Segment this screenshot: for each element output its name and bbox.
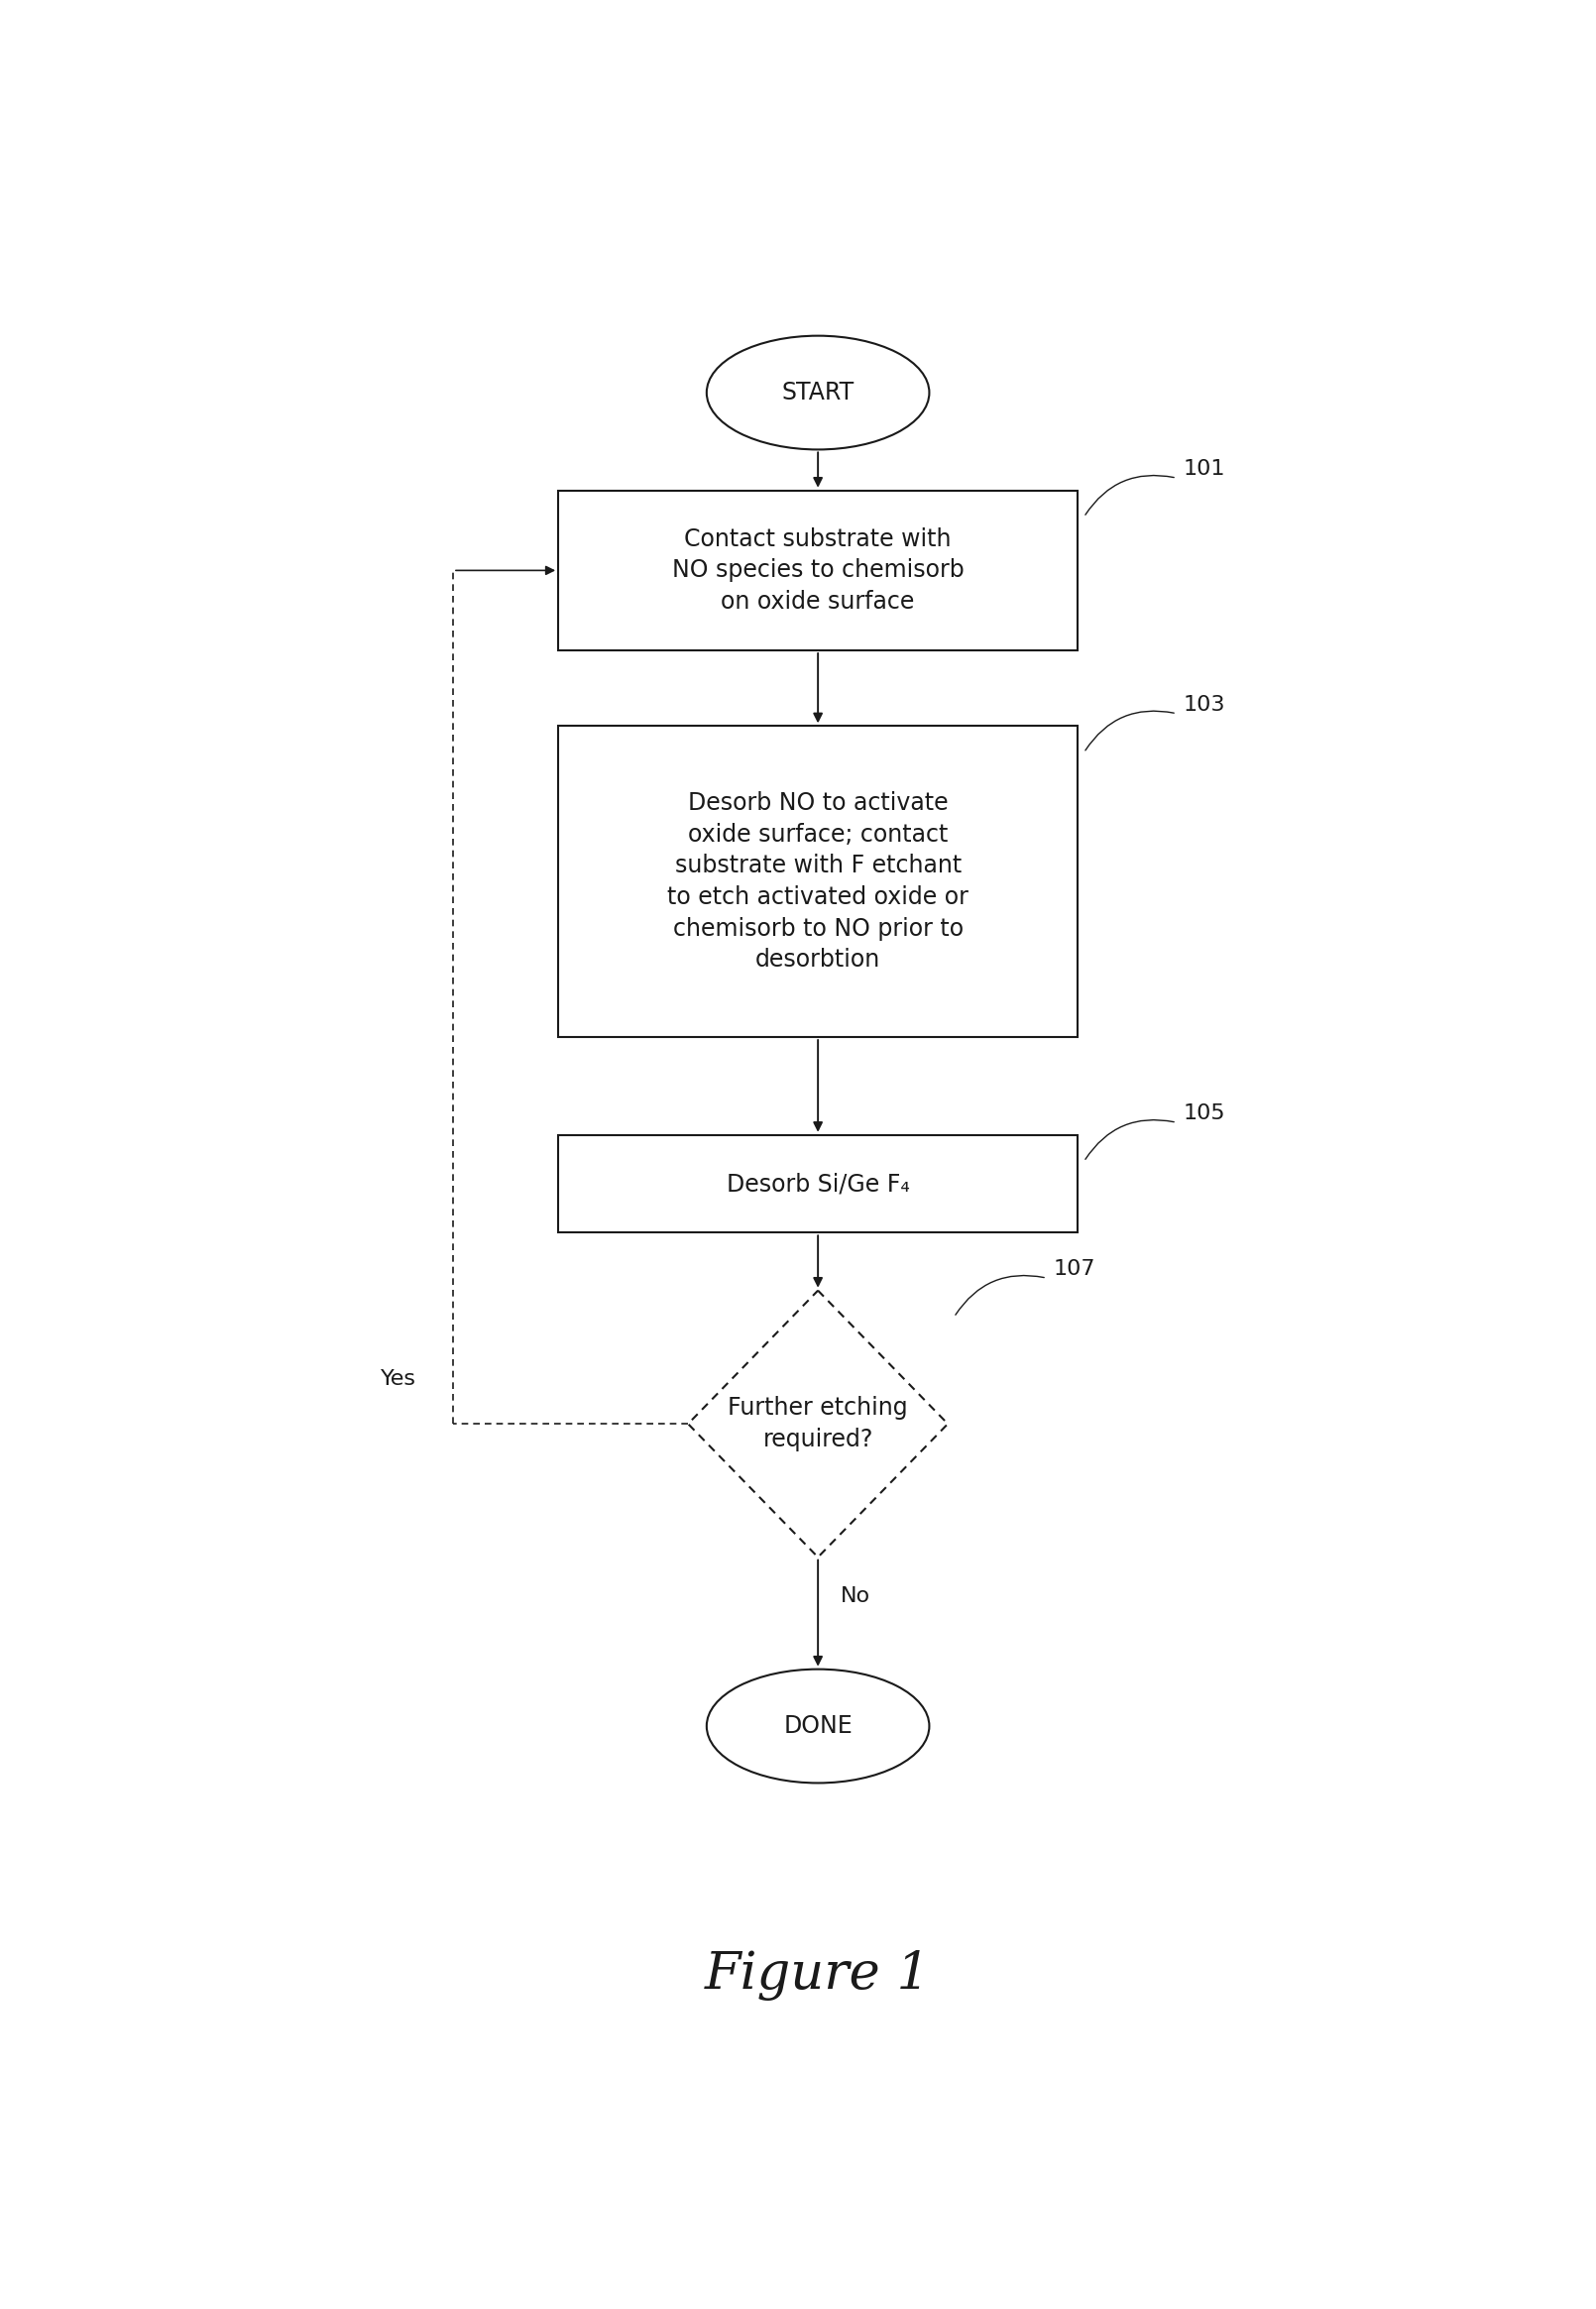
FancyBboxPatch shape bbox=[559, 1136, 1077, 1233]
Text: Further etching
required?: Further etching required? bbox=[728, 1397, 908, 1452]
Polygon shape bbox=[688, 1291, 948, 1556]
Text: 101: 101 bbox=[1183, 459, 1226, 478]
Text: Desorb NO to activate
oxide surface; contact
substrate with F etchant
to etch ac: Desorb NO to activate oxide surface; con… bbox=[667, 792, 969, 972]
Ellipse shape bbox=[707, 1669, 929, 1783]
Ellipse shape bbox=[707, 335, 929, 450]
Text: 107: 107 bbox=[1053, 1258, 1095, 1279]
Text: No: No bbox=[839, 1586, 870, 1607]
Text: Figure 1: Figure 1 bbox=[705, 1949, 930, 2000]
Text: Contact substrate with
NO species to chemisorb
on oxide surface: Contact substrate with NO species to che… bbox=[672, 526, 964, 614]
Text: DONE: DONE bbox=[784, 1713, 852, 1739]
Text: 105: 105 bbox=[1183, 1104, 1226, 1124]
Text: START: START bbox=[782, 381, 854, 404]
FancyBboxPatch shape bbox=[559, 490, 1077, 651]
Text: Yes: Yes bbox=[380, 1369, 417, 1390]
Text: 103: 103 bbox=[1183, 695, 1226, 713]
FancyBboxPatch shape bbox=[559, 725, 1077, 1037]
Text: Desorb Si/Ge F₄: Desorb Si/Ge F₄ bbox=[726, 1173, 910, 1196]
